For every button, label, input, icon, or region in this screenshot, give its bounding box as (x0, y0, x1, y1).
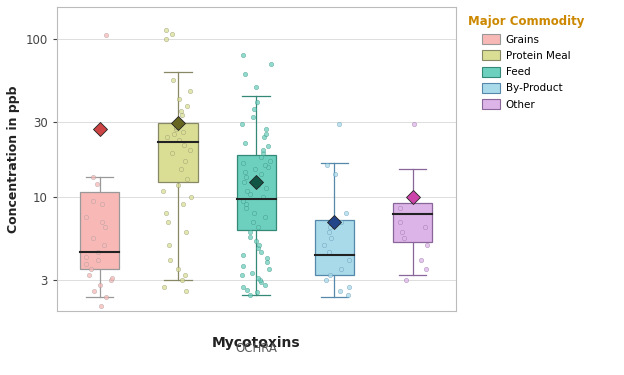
Bar (236, 155, 276, 230)
Bar (80, 192, 119, 269)
Text: OCHRA: OCHRA (235, 342, 277, 355)
Bar (314, 220, 354, 276)
Legend: Grains, Protein Meal, Feed, By-Product, Other: Grains, Protein Meal, Feed, By-Product, … (465, 12, 587, 113)
Y-axis label: Concentration in ppb: Concentration in ppb (7, 86, 20, 233)
Bar (158, 123, 198, 182)
Bar (393, 203, 432, 242)
X-axis label: Mycotoxins: Mycotoxins (212, 336, 301, 350)
